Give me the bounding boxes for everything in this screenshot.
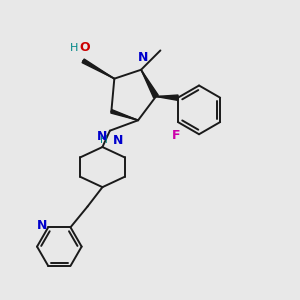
Polygon shape [141,70,158,98]
Text: N: N [113,134,123,147]
Text: H: H [100,135,107,145]
Polygon shape [111,110,138,120]
Polygon shape [156,95,178,100]
Polygon shape [82,59,114,79]
Text: N: N [37,219,47,232]
Text: N: N [137,51,148,64]
Text: H: H [69,44,78,53]
Text: O: O [79,41,90,54]
Text: N: N [97,130,108,143]
Text: F: F [172,129,181,142]
